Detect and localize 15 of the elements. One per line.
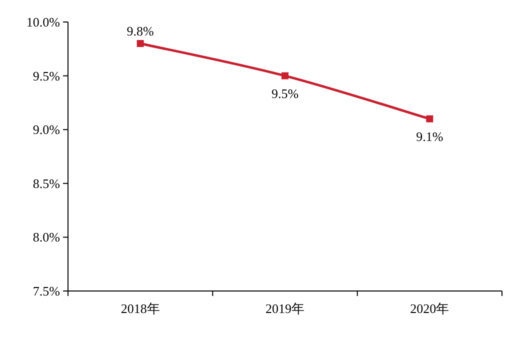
point: [282, 72, 288, 80]
point: [136, 40, 144, 48]
y-tick-label: 8.5%: [32, 176, 60, 191]
data-label: 9.1%: [416, 128, 444, 144]
data-label: 9.8%: [126, 24, 154, 39]
x-tick-label: 2018年: [120, 301, 160, 316]
y-tick-label: 10.0%: [26, 14, 60, 30]
x-tick-label: 2020年: [410, 301, 450, 316]
y-tick-label: 7.5%: [32, 284, 60, 298]
y-tick-label: 9.5%: [32, 68, 60, 84]
y-tick-label: 9.0%: [32, 122, 60, 138]
y-tick-label: 8.0%: [32, 230, 60, 245]
data-label: 9.5%: [271, 86, 299, 101]
x-tick-label: 2019年: [266, 301, 304, 316]
point: [426, 115, 434, 122]
